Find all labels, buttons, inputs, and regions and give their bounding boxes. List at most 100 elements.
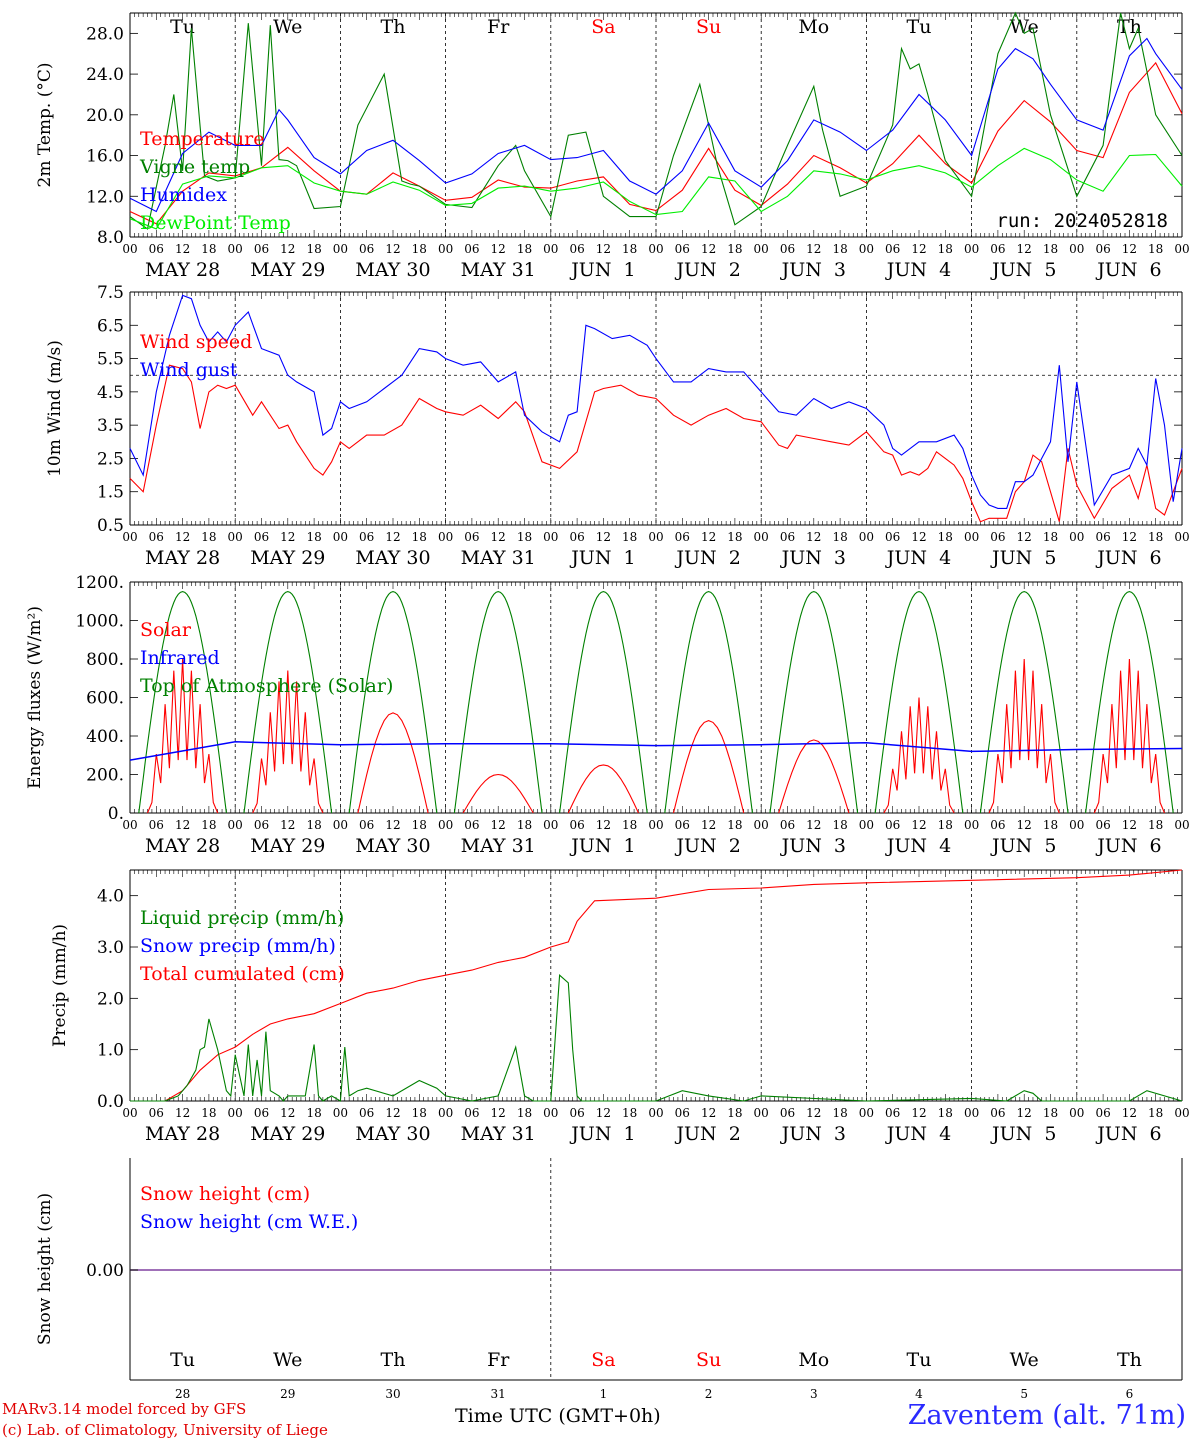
hour-tick-label: 18 [1148,1106,1163,1120]
weekday-label: Sa [591,16,615,38]
hour-tick-label: 00 [648,242,663,256]
hour-tick-label: 06 [464,242,479,256]
hour-tick-label: 12 [911,242,926,256]
y-tick-label: 8.0 [97,228,124,248]
y-tick-label: 28.0 [86,24,124,44]
solar-curve [146,658,219,814]
toa-solar-curve [453,591,543,814]
legend-entry: Total cumulated (cm) [140,963,345,985]
toa-solar-curve [769,591,859,814]
time-axis-label: Time UTC (GMT+0h) [455,1405,661,1427]
hour-tick-label: 06 [464,530,479,544]
hour-tick-label: 06 [885,1106,900,1120]
hour-tick-label: 18 [832,530,847,544]
hour-tick-label: 12 [596,530,611,544]
hour-tick-label: 00 [543,818,558,832]
weekday-label: Th [381,16,406,38]
model-credit: MARv3.14 model forced by GFS [2,1400,247,1418]
hour-tick-label: 12 [596,1106,611,1120]
solar-curve [778,739,850,814]
hour-tick-label: 00 [333,530,348,544]
hour-tick-label: 06 [254,242,269,256]
meteogram-svg: 00 06 12 18 00 06 12 18 00 06 12 18 00 06 12 18 00 06 12 18… [25,11,1190,1426]
hour-tick-label: 06 [464,818,479,832]
hour-tick-label: 00 [964,530,979,544]
solar-curve [252,670,324,814]
hour-tick-label: 18 [832,242,847,256]
date-label: JUN 5 [990,835,1056,857]
y-tick-label: 24.0 [86,65,124,85]
date-label: JUN 3 [780,1123,846,1145]
toa-solar-curve [1085,591,1174,814]
hour-tick-label: 06 [149,242,164,256]
hour-tick-label: 12 [385,818,400,832]
y-tick-label: 1.0 [97,1041,124,1061]
y-tick-label: 4.5 [97,383,124,403]
y-tick-label: 0.00 [86,1261,124,1281]
hour-tick-label: 12 [806,818,821,832]
date-label: MAY 28 [145,835,220,857]
weekday-label: Fr [487,16,510,38]
weekday-label: Mo [798,16,829,38]
hour-tick-label: 00 [1069,818,1084,832]
toa-solar-curve [348,591,438,814]
date-label: MAY 29 [250,259,325,281]
hour-tick-label: 18 [622,530,637,544]
y-tick-label: 0. [108,804,124,824]
hour-tick-label: 12 [806,530,821,544]
hour-tick-label: 18 [201,1106,216,1120]
hour-tick-label: 00 [1069,530,1084,544]
solar-curve [988,658,1060,814]
hour-tick-label: 18 [938,242,953,256]
y-tick-label: 1.5 [97,483,124,503]
y-tick-label: 1000. [75,612,124,632]
date-label: JUN 5 [990,259,1056,281]
toa-solar-curve [979,591,1069,814]
hour-tick-label: 12 [280,1106,295,1120]
run-label: run: 2024052818 [996,210,1168,232]
hour-tick-label: 18 [517,242,532,256]
weekday-label: Mo [798,1349,829,1371]
hour-tick-label: 06 [569,242,584,256]
hour-tick-label: 06 [254,530,269,544]
legend-entry: Wind gust [140,359,238,381]
hour-tick-label: 18 [832,818,847,832]
legend-entry: Solar [140,619,192,641]
date-label: JUN 5 [990,1123,1056,1145]
hour-tick-label: 12 [1122,1106,1137,1120]
y-tick-label: 4.0 [97,887,124,907]
hour-tick-label: 00 [333,242,348,256]
hour-tick-label: 00 [648,818,663,832]
day-number-label: 2 [705,1387,713,1400]
hour-tick-label: 00 [754,530,769,544]
weekday-label: Su [696,1349,721,1371]
date-label: MAY 31 [461,259,536,281]
date-label: JUN 4 [885,1123,951,1145]
hour-tick-label: 18 [727,530,742,544]
hour-tick-label: 06 [675,242,690,256]
y-tick-label: 7.5 [97,283,124,303]
hour-tick-label: 18 [1043,818,1058,832]
hour-tick-label: 00 [1174,242,1189,256]
hour-tick-label: 06 [885,818,900,832]
hour-tick-label: 12 [491,1106,506,1120]
hour-tick-label: 00 [964,242,979,256]
hour-tick-label: 00 [1069,1106,1084,1120]
weekday-label: Tu [907,16,932,38]
hour-tick-label: 18 [622,1106,637,1120]
hour-tick-label: 12 [596,242,611,256]
hour-tick-label: 18 [517,530,532,544]
y-tick-label: 5.5 [97,350,124,370]
y-tick-label: 400. [86,727,124,747]
hour-tick-label: 00 [438,1106,453,1120]
series-wind-gust [129,294,1183,509]
y-tick-label: 2.5 [97,449,124,469]
hour-tick-label: 00 [333,1106,348,1120]
y-tick-label: 0.5 [97,516,124,536]
hour-tick-label: 12 [175,1106,190,1120]
weekday-label: Th [1117,1349,1142,1371]
date-label: JUN 1 [569,259,635,281]
hour-tick-label: 06 [675,818,690,832]
toa-solar-curve [138,591,227,814]
hour-tick-label: 00 [754,242,769,256]
